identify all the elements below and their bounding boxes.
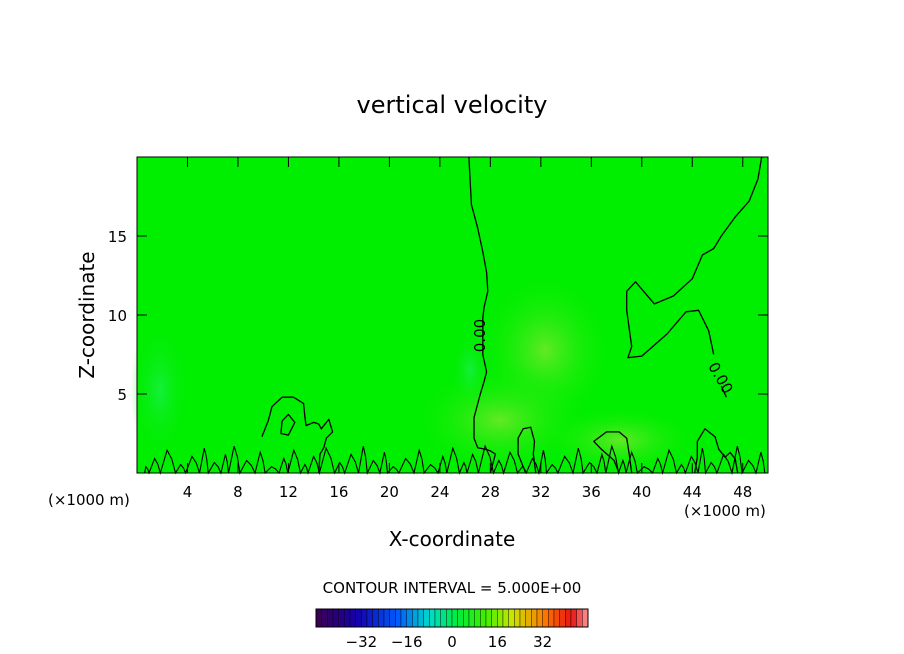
y-tick-label: 10 bbox=[108, 307, 127, 325]
x-tick-label: 32 bbox=[531, 483, 550, 501]
colorbar-swatch bbox=[400, 608, 407, 628]
colorbar-swatch bbox=[542, 608, 549, 628]
colorbar-swatch bbox=[434, 608, 441, 628]
colorbar-swatch bbox=[553, 608, 560, 628]
colorbar-swatch bbox=[389, 608, 396, 628]
x-tick-label: 28 bbox=[481, 483, 500, 501]
contour-label: 0.00 bbox=[471, 319, 489, 352]
x-tick-label: 16 bbox=[329, 483, 348, 501]
contour-lines bbox=[144, 156, 766, 476]
colorbar-swatch bbox=[525, 608, 532, 628]
field-shading bbox=[540, 405, 700, 475]
colorbar-tick-label: 16 bbox=[488, 633, 507, 651]
colorbar-swatch bbox=[548, 608, 555, 628]
colorbar-swatch bbox=[440, 608, 447, 628]
x-unit-right: (×1000 m) bbox=[684, 502, 766, 520]
colorbar-swatch bbox=[315, 608, 322, 628]
x-tick-label: 12 bbox=[279, 483, 298, 501]
x-tick-label: 44 bbox=[683, 483, 702, 501]
contour-line-left-cell-inner bbox=[280, 413, 296, 436]
colorbar-swatch bbox=[570, 608, 577, 628]
colorbar-swatch bbox=[332, 608, 339, 628]
colorbar-swatch bbox=[468, 608, 475, 628]
x-tick-label: 4 bbox=[183, 483, 193, 501]
y-tick-label: 5 bbox=[117, 386, 127, 404]
plot-area: 0.000.00 bbox=[130, 156, 769, 476]
colorbar-swatch bbox=[327, 608, 334, 628]
x-unit-left: (×1000 m) bbox=[48, 491, 130, 509]
contour-line-ground bbox=[144, 444, 766, 476]
colorbar-swatch bbox=[514, 608, 521, 628]
colorbar-swatch bbox=[423, 608, 430, 628]
colorbar-swatch bbox=[463, 608, 470, 628]
colorbar-ticks: −32 −16 0 16 32 bbox=[346, 633, 553, 651]
x-axis-label: X-coordinate bbox=[389, 527, 516, 551]
contour-line-right-lobe-lower bbox=[720, 385, 727, 398]
colorbar-swatch bbox=[457, 608, 464, 628]
x-tick-label: 20 bbox=[380, 483, 399, 501]
contour-line-right-cell-2 bbox=[694, 428, 739, 474]
colorbar-tick-label: −32 bbox=[346, 633, 378, 651]
contour-line-central bbox=[468, 156, 497, 474]
colorbar-swatch bbox=[519, 608, 526, 628]
colorbar-swatch bbox=[451, 608, 458, 628]
colorbar-swatch bbox=[429, 608, 436, 628]
colorbar-swatch bbox=[344, 608, 351, 628]
colorbar-swatch bbox=[531, 608, 538, 628]
colorbar-swatch bbox=[406, 608, 413, 628]
colorbar-swatch bbox=[372, 608, 379, 628]
contour-line-mid-right-cell bbox=[517, 426, 537, 474]
colorbar-swatch bbox=[395, 608, 402, 628]
colorbar-swatch bbox=[491, 608, 498, 628]
colorbar bbox=[315, 608, 589, 628]
colorbar-swatch bbox=[361, 608, 368, 628]
colorbar-swatch bbox=[321, 608, 328, 628]
x-tick-label: 48 bbox=[733, 483, 752, 501]
colorbar-swatch bbox=[446, 608, 453, 628]
colorbar-swatch bbox=[355, 608, 362, 628]
colorbar-tick-label: −16 bbox=[391, 633, 423, 651]
x-axis: 4 8 12 16 20 24 28 32 36 40 44 48 bbox=[183, 157, 752, 501]
y-axis-label: Z-coordinate bbox=[75, 251, 99, 378]
colorbar-swatch bbox=[565, 608, 572, 628]
colorbar-swatch bbox=[559, 608, 566, 628]
colorbar-swatch bbox=[502, 608, 509, 628]
colorbar-swatch bbox=[412, 608, 419, 628]
x-tick-label: 8 bbox=[233, 483, 243, 501]
colorbar-swatch bbox=[474, 608, 481, 628]
x-tick-label: 40 bbox=[632, 483, 651, 501]
chart-title: vertical velocity bbox=[357, 91, 548, 119]
colorbar-swatch bbox=[536, 608, 543, 628]
colorbar-swatch bbox=[349, 608, 356, 628]
colorbar-swatch bbox=[338, 608, 345, 628]
contour-interval-label: CONTOUR INTERVAL = 5.000E+00 bbox=[323, 579, 582, 597]
colorbar-swatch bbox=[576, 608, 583, 628]
colorbar-frame bbox=[315, 608, 589, 628]
field-shading bbox=[130, 320, 190, 460]
contour-line-right-lobe bbox=[626, 156, 763, 359]
colorbar-tick-label: 32 bbox=[533, 633, 552, 651]
y-axis: 5 10 15 bbox=[108, 228, 768, 404]
colorbar-swatch bbox=[480, 608, 487, 628]
colorbar-swatch bbox=[485, 608, 492, 628]
colorbar-swatch bbox=[508, 608, 515, 628]
colorbar-swatch bbox=[366, 608, 373, 628]
colorbar-swatch bbox=[497, 608, 504, 628]
colorbar-swatch bbox=[383, 608, 390, 628]
contour-line-left-cell bbox=[261, 396, 334, 474]
y-tick-label: 15 bbox=[108, 228, 127, 246]
colorbar-swatch bbox=[417, 608, 424, 628]
x-tick-label: 36 bbox=[582, 483, 601, 501]
x-tick-label: 24 bbox=[430, 483, 449, 501]
colorbar-tick-label: 0 bbox=[447, 633, 457, 651]
colorbar-swatch bbox=[378, 608, 385, 628]
field-shading bbox=[450, 330, 490, 410]
colorbar-swatch bbox=[582, 608, 589, 628]
